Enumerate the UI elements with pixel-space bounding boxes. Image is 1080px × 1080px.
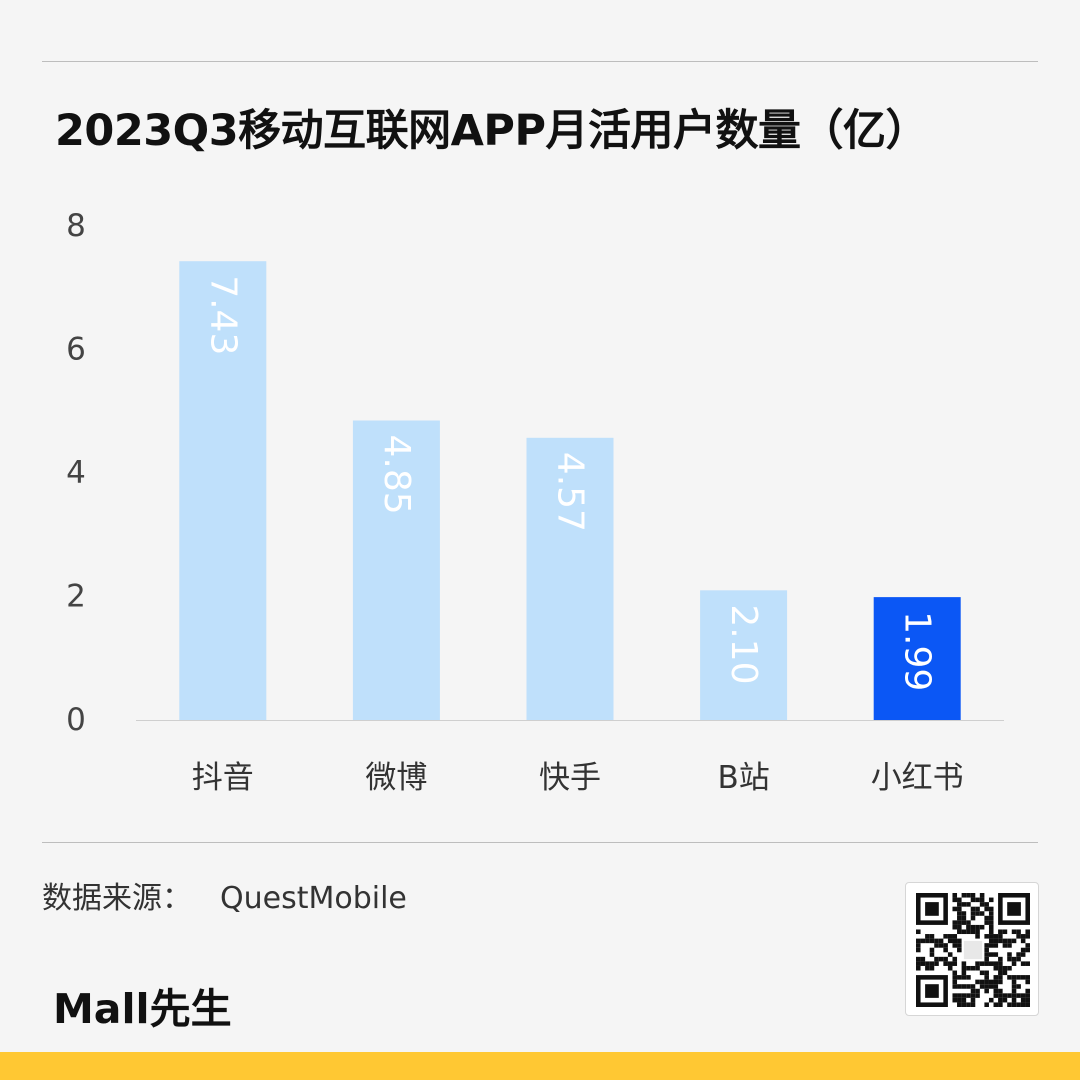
bar (352, 420, 440, 720)
bottom-accent-bar (0, 1052, 1080, 1080)
bar (700, 590, 788, 720)
x-tick-label: 抖音 (192, 760, 254, 796)
brand-logo: Mall先生 (53, 985, 232, 1033)
bar-data-label: 4.85 (376, 435, 417, 515)
bottom-divider (42, 842, 1038, 843)
qr-code-icon (905, 882, 1039, 1016)
data-source: 数据来源： QuestMobile (42, 873, 407, 917)
bar-data-label: 4.57 (550, 452, 591, 532)
bar-chart: 0 2 4 6 8 7.43 抖音 4.85 微博 4.57 快手 2.10 B站 1.99 小红书 (66, 208, 1004, 796)
x-tick-label: 快手 (539, 760, 601, 796)
y-tick-label: 6 (66, 332, 86, 368)
bar (526, 437, 614, 720)
y-tick-label: 2 (66, 579, 86, 615)
y-tick-label: 0 (66, 702, 86, 738)
y-tick-label: 8 (66, 208, 86, 244)
bar-data-label: 7.43 (202, 275, 243, 355)
bar-data-label: 2.10 (723, 604, 764, 684)
x-tick-label: 小红书 (871, 760, 964, 796)
bar (873, 597, 961, 720)
bar (179, 261, 267, 720)
y-tick-label: 4 (66, 455, 86, 491)
x-tick-label: B站 (717, 760, 769, 796)
chart-title: 2023Q3移动互联网APP月活用户数量（亿） (55, 106, 928, 156)
top-divider (42, 61, 1038, 62)
data-source-name: QuestMobile (220, 881, 407, 916)
x-tick-label: 微博 (365, 760, 427, 796)
data-source-label: 数据来源： (42, 881, 192, 916)
bar-data-label: 1.99 (897, 611, 938, 691)
